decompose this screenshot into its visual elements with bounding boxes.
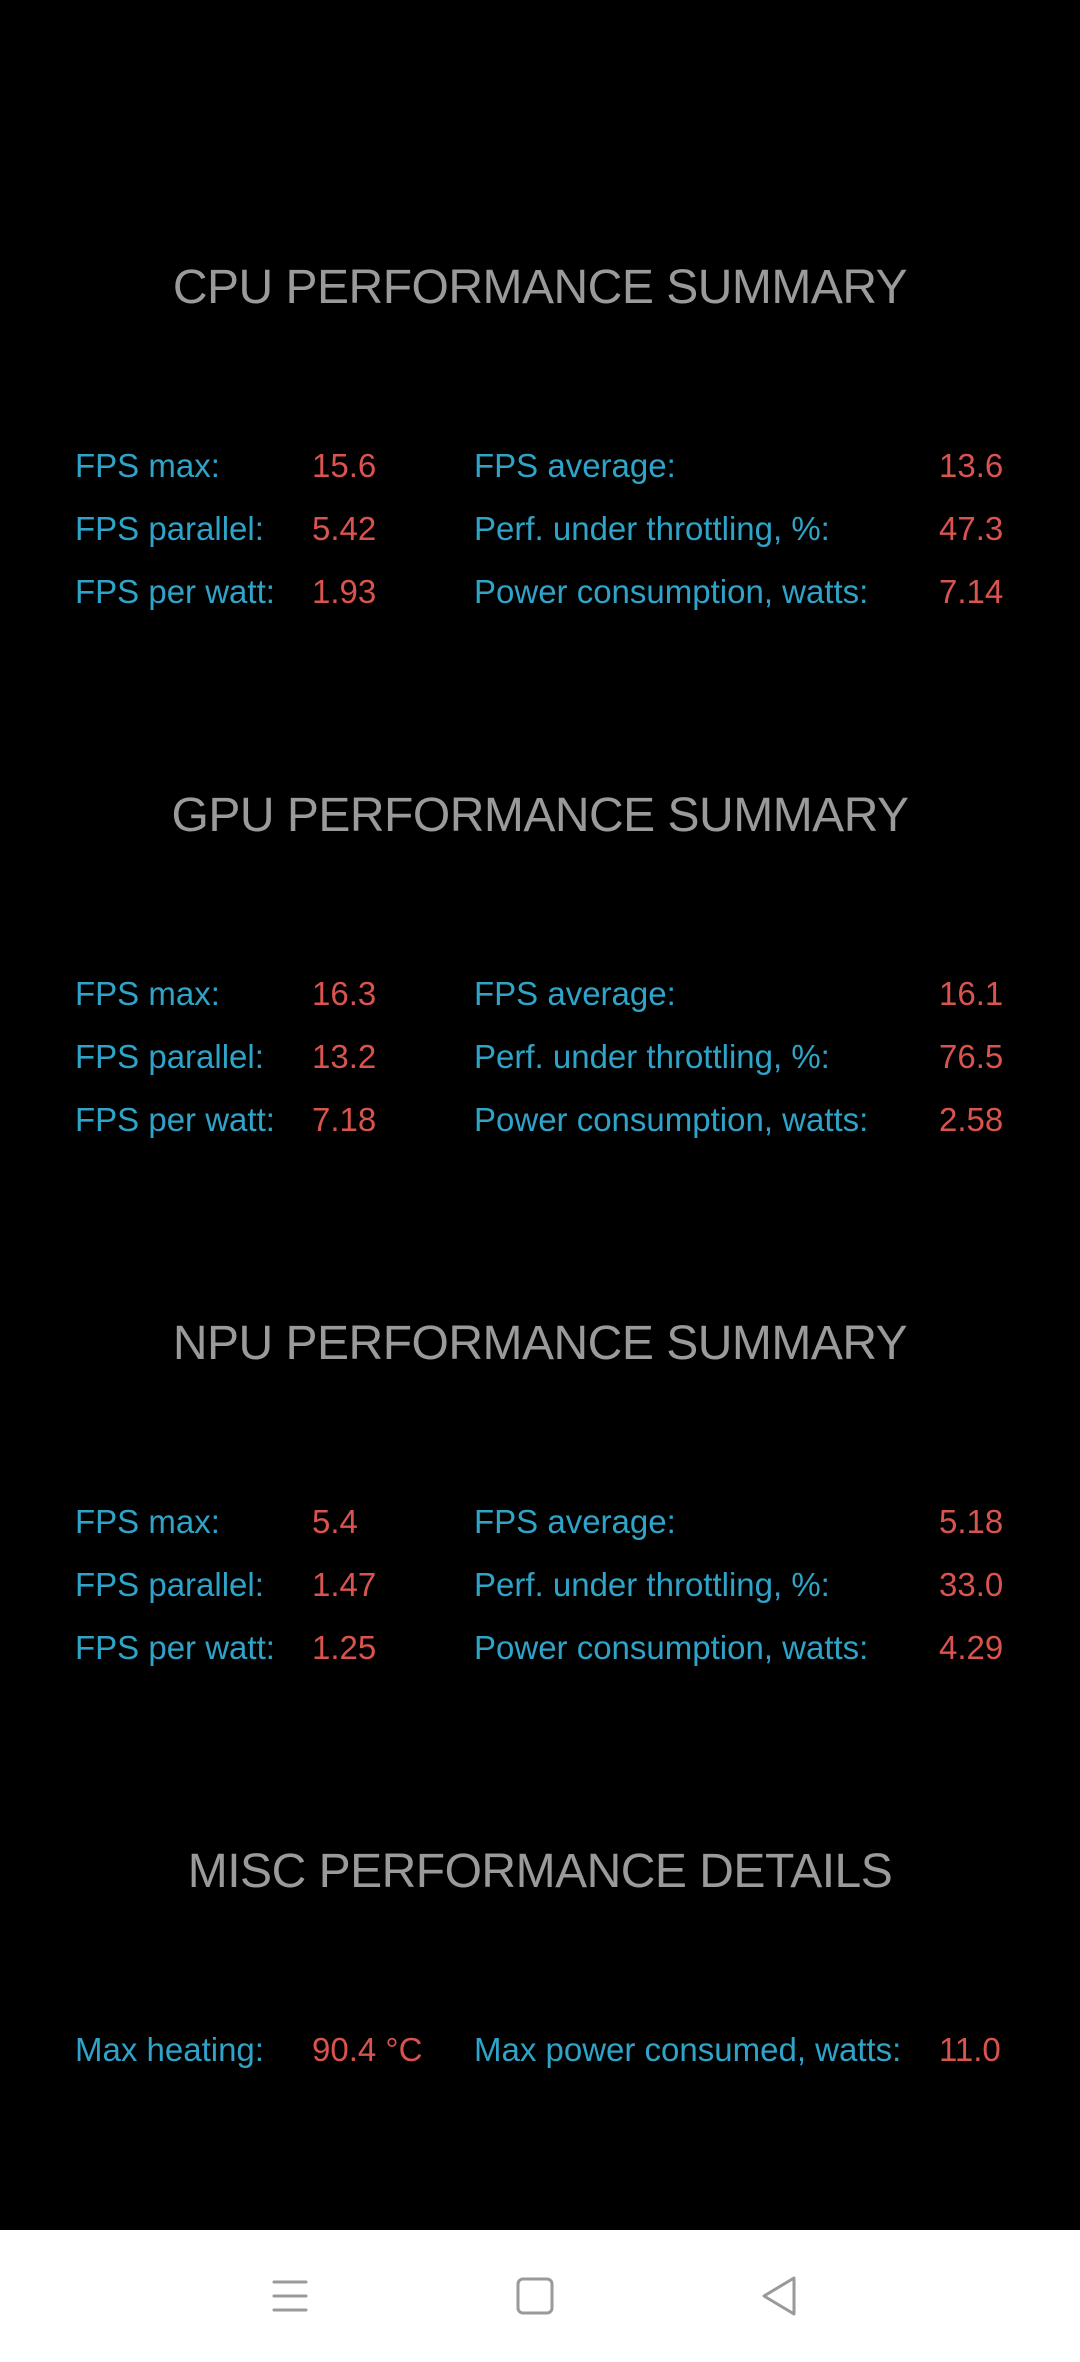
npu-power-consumption-label: Power consumption, watts: xyxy=(474,1629,869,1666)
cpu-power-consumption-label: Power consumption, watts: xyxy=(474,573,869,610)
max-power-consumed-label: Max power consumed, watts: xyxy=(474,2031,902,2068)
npu-power-consumption-value: 4.29 xyxy=(939,1629,1004,1666)
gpu-fps-average-label: FPS average: xyxy=(474,975,676,1012)
npu-fps-max-label: FPS max: xyxy=(75,1503,220,1540)
npu-throttling-value: 33.0 xyxy=(939,1566,1004,1603)
npu-fps-max-value: 5.4 xyxy=(312,1503,358,1540)
npu-fps-per-watt-label: FPS per watt: xyxy=(75,1629,275,1666)
cpu-fps-parallel-value: 5.42 xyxy=(312,510,377,547)
npu-section-title: NPU PERFORMANCE SUMMARY xyxy=(172,1317,908,1370)
cpu-row-3: FPS per watt: 1.93 Power consumption, wa… xyxy=(0,566,1080,618)
cpu-row-2: FPS parallel: 5.42 Perf. under throttlin… xyxy=(0,503,1080,555)
cpu-throttling-value: 47.3 xyxy=(939,510,1004,547)
npu-row-3: FPS per watt: 1.25 Power consumption, wa… xyxy=(0,1622,1080,1674)
cpu-fps-per-watt-label: FPS per watt: xyxy=(75,573,275,610)
npu-fps-parallel-value: 1.47 xyxy=(312,1566,377,1603)
cpu-fps-max-value: 15.6 xyxy=(312,447,377,484)
npu-row-1: FPS max: 5.4 FPS average: 5.18 xyxy=(0,1496,1080,1548)
cpu-section-title: CPU PERFORMANCE SUMMARY xyxy=(172,261,908,314)
npu-fps-average-label: FPS average: xyxy=(474,1503,676,1540)
npu-row-2: FPS parallel: 1.47 Perf. under throttlin… xyxy=(0,1559,1080,1611)
system-navigation-bar xyxy=(0,2230,1080,2362)
cpu-power-consumption-value: 7.14 xyxy=(939,573,1004,610)
gpu-fps-parallel-value: 13.2 xyxy=(312,1038,377,1075)
gpu-throttling-value: 76.5 xyxy=(939,1038,1004,1075)
npu-throttling-label: Perf. under throttling, %: xyxy=(474,1566,830,1603)
gpu-fps-average-value: 16.1 xyxy=(939,975,1004,1012)
misc-section-title: MISC PERFORMANCE DETAILS xyxy=(187,1845,893,1898)
gpu-row-3: FPS per watt: 7.18 Power consumption, wa… xyxy=(0,1094,1080,1146)
menu-icon xyxy=(272,2280,308,2312)
menu-button[interactable] xyxy=(260,2266,320,2326)
cpu-fps-average-value: 13.6 xyxy=(939,447,1004,484)
cpu-throttling-label: Perf. under throttling, %: xyxy=(474,510,830,547)
gpu-row-1: FPS max: 16.3 FPS average: 16.1 xyxy=(0,968,1080,1020)
home-icon xyxy=(516,2277,554,2315)
cpu-fps-parallel-label: FPS parallel: xyxy=(75,510,264,547)
max-power-consumed-value: 11.0 xyxy=(939,2031,1001,2068)
gpu-section-title: GPU PERFORMANCE SUMMARY xyxy=(171,789,909,842)
cpu-fps-max-label: FPS max: xyxy=(75,447,220,484)
npu-fps-average-value: 5.18 xyxy=(939,1503,1004,1540)
gpu-fps-max-value: 16.3 xyxy=(312,975,377,1012)
cpu-fps-per-watt-value: 1.93 xyxy=(312,573,377,610)
back-button[interactable] xyxy=(750,2266,810,2326)
gpu-throttling-label: Perf. under throttling, %: xyxy=(474,1038,830,1075)
back-icon xyxy=(762,2276,796,2316)
max-heating-label: Max heating: xyxy=(75,2031,264,2068)
gpu-power-consumption-value: 2.58 xyxy=(939,1101,1004,1138)
gpu-row-2: FPS parallel: 13.2 Perf. under throttlin… xyxy=(0,1031,1080,1083)
gpu-power-consumption-label: Power consumption, watts: xyxy=(474,1101,869,1138)
npu-fps-per-watt-value: 1.25 xyxy=(312,1629,377,1666)
gpu-fps-per-watt-value: 7.18 xyxy=(312,1101,377,1138)
cpu-fps-average-label: FPS average: xyxy=(474,447,676,484)
max-heating-value: 90.4 °C xyxy=(312,2031,423,2068)
gpu-fps-max-label: FPS max: xyxy=(75,975,220,1012)
npu-fps-parallel-label: FPS parallel: xyxy=(75,1566,264,1603)
cpu-row-1: FPS max: 15.6 FPS average: 13.6 xyxy=(0,440,1080,492)
gpu-fps-per-watt-label: FPS per watt: xyxy=(75,1101,275,1138)
home-button[interactable] xyxy=(505,2266,565,2326)
gpu-fps-parallel-label: FPS parallel: xyxy=(75,1038,264,1075)
misc-row-1: Max heating: 90.4 °C Max power consumed,… xyxy=(0,2024,1080,2076)
performance-summary-screen: CPU PERFORMANCE SUMMARY FPS max: 15.6 FP… xyxy=(0,261,1080,2076)
